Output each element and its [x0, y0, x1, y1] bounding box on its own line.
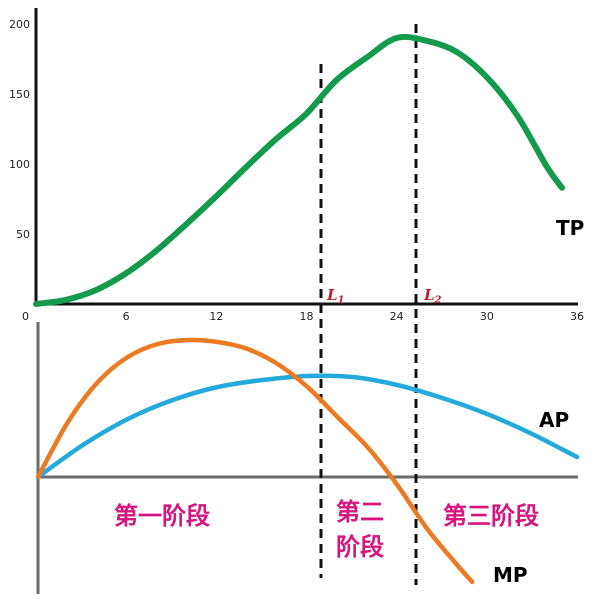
tp-label: TP	[556, 216, 584, 240]
y-tick-label: 100	[9, 158, 30, 171]
stage-1-label: 第一阶段	[114, 502, 210, 530]
y-tick-label: 200	[9, 18, 30, 31]
x-tick-label: 36	[570, 310, 584, 323]
tp-curve	[33, 33, 565, 307]
x-tick-label: 18	[300, 310, 314, 323]
x-tick-label: 30	[480, 310, 494, 323]
x-tick-label: 12	[209, 310, 223, 323]
l1-label: L1	[326, 286, 345, 306]
ap-curve	[35, 373, 580, 480]
l2-label: L2	[423, 286, 442, 306]
y-tick-label: 150	[9, 88, 30, 101]
l2-subscript: 2	[434, 295, 442, 306]
l1-subscript: 1	[338, 295, 345, 306]
mp-label: MP	[493, 563, 528, 587]
ap-label: AP	[539, 408, 569, 432]
y-tick-label: 50	[16, 228, 30, 241]
stage-2-label-line1: 第二	[336, 498, 384, 526]
stage-2-label-line2: 阶段	[336, 533, 384, 561]
mp-curve	[35, 337, 475, 585]
x-tick-label: 6	[123, 310, 130, 323]
stage-3-label: 第三阶段	[443, 502, 539, 530]
x-tick-label: 24	[390, 310, 404, 323]
x-tick-label: 0	[22, 310, 29, 323]
